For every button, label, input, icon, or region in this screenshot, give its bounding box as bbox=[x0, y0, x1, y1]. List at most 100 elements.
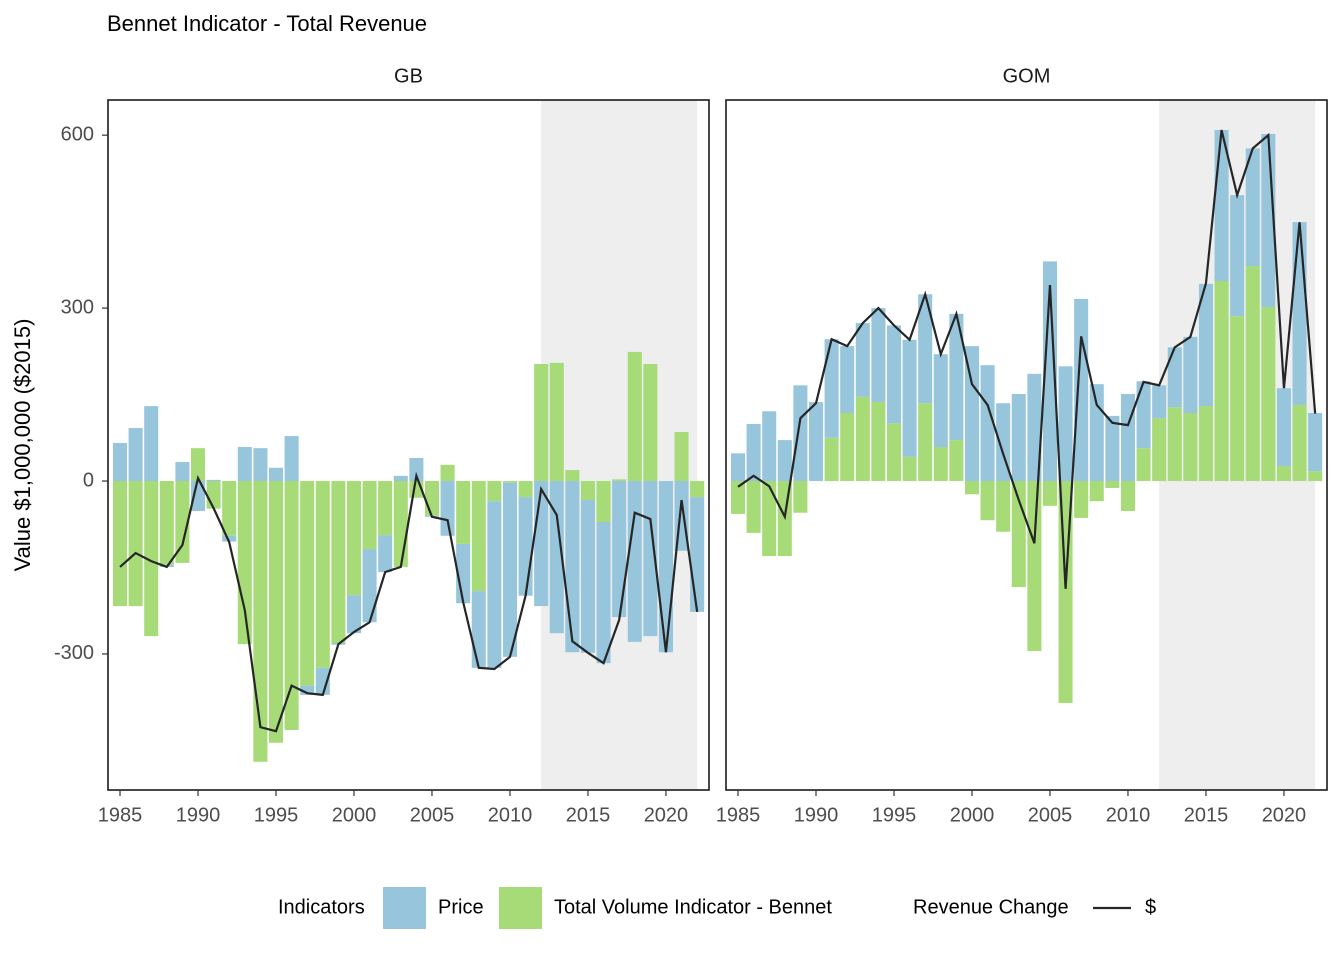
bar-segment bbox=[746, 423, 761, 482]
bar-segment bbox=[159, 481, 174, 565]
bar-segment bbox=[1261, 306, 1276, 482]
bar-segment bbox=[793, 385, 808, 482]
bar-segment bbox=[627, 481, 642, 642]
bar-segment bbox=[222, 535, 237, 542]
y-tick-label: 600 bbox=[61, 123, 94, 145]
bar-segment bbox=[1292, 404, 1307, 482]
x-tick-label: 1995 bbox=[254, 804, 299, 826]
bar-segment bbox=[456, 481, 471, 544]
x-tick-label: 2020 bbox=[1262, 804, 1307, 826]
bar-segment bbox=[980, 365, 995, 482]
bar-segment bbox=[627, 351, 642, 482]
bar-segment bbox=[362, 549, 377, 623]
bar-segment bbox=[596, 521, 611, 664]
bar-segment bbox=[346, 595, 362, 634]
bar-segment bbox=[128, 481, 143, 607]
bar-segment bbox=[502, 482, 517, 657]
bar-segment bbox=[471, 481, 486, 592]
bar-segment bbox=[346, 481, 362, 596]
bar-segment bbox=[933, 354, 948, 448]
bar-segment bbox=[886, 325, 902, 424]
facet-title: GB bbox=[394, 65, 423, 87]
bar-segment bbox=[980, 481, 995, 521]
bar-segment bbox=[596, 481, 611, 522]
bar-segment bbox=[1152, 385, 1167, 419]
x-tick-label: 1995 bbox=[872, 804, 917, 826]
bar-segment bbox=[300, 481, 315, 686]
x-tick-label: 2020 bbox=[644, 804, 689, 826]
bar-segment bbox=[1167, 347, 1182, 408]
bar-segment bbox=[268, 467, 284, 482]
bar-segment bbox=[284, 481, 299, 731]
revenue-line bbox=[119, 471, 699, 733]
bar-segment bbox=[730, 481, 746, 514]
bar-segment bbox=[1308, 471, 1323, 482]
bar-segment bbox=[643, 481, 658, 637]
bar-segment bbox=[487, 481, 502, 502]
chart-title: Bennet Indicator - Total Revenue bbox=[107, 11, 427, 36]
x-tick-label: 2010 bbox=[488, 804, 533, 826]
bar-segment bbox=[549, 362, 564, 482]
legend-label: $ bbox=[1145, 896, 1156, 918]
bar-segment bbox=[128, 427, 143, 482]
bar-segment bbox=[690, 497, 705, 612]
bar-segment bbox=[284, 436, 299, 482]
bar-segment bbox=[1074, 298, 1089, 482]
bar-segment bbox=[393, 475, 408, 482]
bar-segment bbox=[612, 479, 627, 482]
bar-segment bbox=[190, 448, 206, 482]
bar-segment bbox=[1230, 195, 1245, 317]
bar-segment bbox=[1120, 481, 1135, 512]
bar-segment bbox=[1105, 415, 1120, 482]
bar-segment bbox=[440, 464, 455, 482]
bar-segment bbox=[144, 406, 159, 482]
bar-segment bbox=[206, 479, 221, 482]
bar-segment bbox=[902, 339, 917, 457]
bar-segment bbox=[549, 481, 564, 634]
x-tick-label: 1990 bbox=[794, 804, 839, 826]
bar-segment bbox=[730, 453, 746, 482]
bar-segment bbox=[315, 481, 330, 668]
bar-segment bbox=[949, 440, 964, 482]
x-tick-label: 2000 bbox=[332, 804, 377, 826]
bar-segment bbox=[1230, 316, 1245, 482]
y-tick-label: -300 bbox=[54, 642, 94, 664]
bar-segment bbox=[886, 423, 902, 482]
bar-segment bbox=[471, 591, 486, 668]
bar-segment bbox=[175, 481, 190, 563]
panel-border bbox=[107, 99, 710, 791]
x-tick-label: 1985 bbox=[98, 804, 143, 826]
bar-segment bbox=[690, 481, 705, 498]
x-tick-label: 2005 bbox=[410, 804, 455, 826]
y-tick-label: 300 bbox=[61, 296, 94, 318]
bar-segment bbox=[1136, 381, 1151, 449]
bar-segment bbox=[409, 457, 424, 482]
bar-segment bbox=[424, 481, 439, 516]
bar-segment bbox=[565, 470, 580, 482]
bar-segment bbox=[1276, 466, 1291, 482]
x-tick-label: 2010 bbox=[1106, 804, 1151, 826]
bar-segment bbox=[112, 442, 128, 482]
bar-segment bbox=[1183, 413, 1198, 482]
bar-segment bbox=[793, 481, 808, 513]
bar-segment bbox=[777, 440, 792, 482]
bar-segment bbox=[933, 447, 948, 482]
bar-segment bbox=[1120, 393, 1135, 482]
y-axis-label: Value $1,000,000 ($2015) bbox=[10, 319, 35, 572]
bar-segment bbox=[253, 448, 268, 482]
bar-segment bbox=[331, 481, 346, 644]
bar-segment bbox=[658, 481, 673, 653]
bar-segment bbox=[487, 501, 502, 668]
bar-segment bbox=[518, 497, 533, 596]
shaded-region bbox=[541, 100, 698, 790]
bar-segment bbox=[565, 481, 580, 653]
y-tick-label: 0 bbox=[83, 469, 94, 491]
bar-segment bbox=[964, 346, 980, 482]
bar-segment bbox=[871, 402, 886, 482]
legend-key bbox=[383, 887, 426, 929]
x-tick-label: 2015 bbox=[1184, 804, 1229, 826]
bar-segment bbox=[1105, 481, 1120, 488]
bar-segment bbox=[1167, 407, 1182, 482]
bar-segment bbox=[268, 481, 284, 743]
x-tick-label: 2000 bbox=[950, 804, 995, 826]
